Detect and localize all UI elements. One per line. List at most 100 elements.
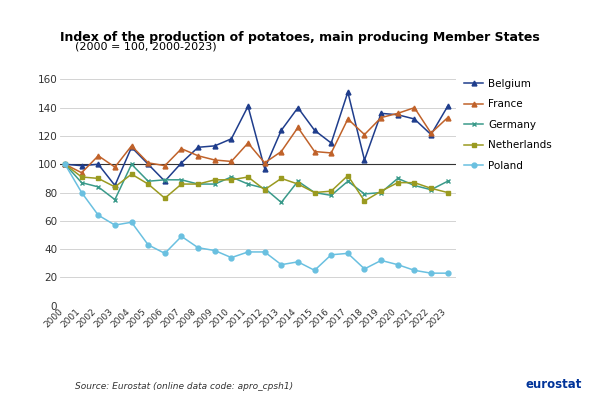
Belgium	[161, 179, 169, 183]
Belgium	[344, 90, 352, 94]
France	[78, 170, 85, 175]
Netherlands	[228, 177, 235, 182]
Belgium	[178, 160, 185, 165]
Belgium	[128, 145, 135, 150]
Belgium	[145, 162, 152, 167]
Text: Index of the production of potatoes, main producing Member States: Index of the production of potatoes, mai…	[60, 31, 540, 44]
Belgium	[244, 104, 251, 109]
Poland	[61, 162, 68, 167]
France	[361, 132, 368, 137]
Netherlands	[161, 196, 169, 200]
Belgium	[328, 141, 335, 145]
Belgium	[394, 112, 401, 117]
Poland	[328, 252, 335, 257]
France	[161, 163, 169, 168]
Netherlands	[128, 172, 135, 177]
France	[427, 131, 434, 135]
Netherlands	[145, 182, 152, 187]
Text: eurostat: eurostat	[526, 378, 582, 391]
Germany	[161, 177, 169, 182]
Poland	[194, 245, 202, 250]
Poland	[95, 213, 102, 218]
Belgium	[112, 183, 119, 188]
Germany	[278, 200, 285, 205]
France	[112, 165, 119, 170]
Belgium	[194, 145, 202, 150]
Poland	[228, 255, 235, 260]
Germany	[328, 193, 335, 198]
Poland	[394, 262, 401, 267]
Netherlands	[361, 198, 368, 203]
Line: Netherlands: Netherlands	[62, 162, 450, 203]
Netherlands	[311, 190, 318, 195]
Poland	[344, 251, 352, 256]
Netherlands	[411, 180, 418, 185]
Germany	[394, 176, 401, 181]
France	[394, 111, 401, 116]
Belgium	[278, 128, 285, 133]
Germany	[145, 179, 152, 183]
France	[244, 141, 251, 145]
Germany	[228, 175, 235, 179]
France	[444, 115, 451, 120]
Germany	[194, 182, 202, 187]
Germany	[261, 186, 268, 191]
Germany	[244, 182, 251, 187]
Poland	[244, 250, 251, 254]
Netherlands	[295, 182, 302, 187]
Poland	[211, 248, 218, 253]
Germany	[444, 179, 451, 183]
France	[145, 160, 152, 165]
Germany	[344, 179, 352, 183]
Poland	[311, 268, 318, 273]
Line: Belgium: Belgium	[62, 90, 450, 188]
France	[344, 117, 352, 121]
Poland	[78, 190, 85, 195]
France	[411, 105, 418, 110]
Netherlands	[328, 189, 335, 193]
Belgium	[295, 105, 302, 110]
France	[61, 162, 68, 167]
Netherlands	[178, 182, 185, 187]
Belgium	[411, 117, 418, 121]
Poland	[178, 234, 185, 239]
Belgium	[311, 128, 318, 133]
Belgium	[444, 104, 451, 109]
Netherlands	[211, 177, 218, 182]
Belgium	[78, 163, 85, 168]
Netherlands	[427, 186, 434, 191]
Netherlands	[194, 182, 202, 187]
Germany	[377, 190, 385, 195]
Netherlands	[112, 185, 119, 189]
Germany	[411, 183, 418, 188]
Belgium	[261, 166, 268, 171]
Germany	[95, 185, 102, 189]
France	[278, 149, 285, 154]
France	[128, 143, 135, 148]
Poland	[361, 266, 368, 271]
Netherlands	[244, 175, 251, 179]
Germany	[112, 197, 119, 202]
Line: Poland: Poland	[62, 162, 450, 276]
Legend: Belgium, France, Germany, Netherlands, Poland: Belgium, France, Germany, Netherlands, P…	[460, 75, 556, 175]
Netherlands	[444, 190, 451, 195]
Belgium	[95, 162, 102, 167]
Poland	[161, 251, 169, 256]
Text: (2000 = 100, 2000-2023): (2000 = 100, 2000-2023)	[75, 42, 217, 52]
Belgium	[427, 132, 434, 137]
Germany	[361, 192, 368, 197]
Poland	[295, 260, 302, 264]
Belgium	[377, 111, 385, 116]
Poland	[427, 271, 434, 276]
Text: Source: Eurostat (online data code: apro_cpsh1): Source: Eurostat (online data code: apro…	[75, 382, 293, 391]
Netherlands	[95, 176, 102, 181]
Netherlands	[261, 187, 268, 192]
Poland	[278, 262, 285, 267]
Netherlands	[344, 173, 352, 178]
Belgium	[228, 137, 235, 141]
Germany	[211, 182, 218, 187]
Line: Germany: Germany	[62, 162, 450, 205]
France	[228, 159, 235, 164]
Germany	[178, 177, 185, 182]
Germany	[427, 187, 434, 192]
